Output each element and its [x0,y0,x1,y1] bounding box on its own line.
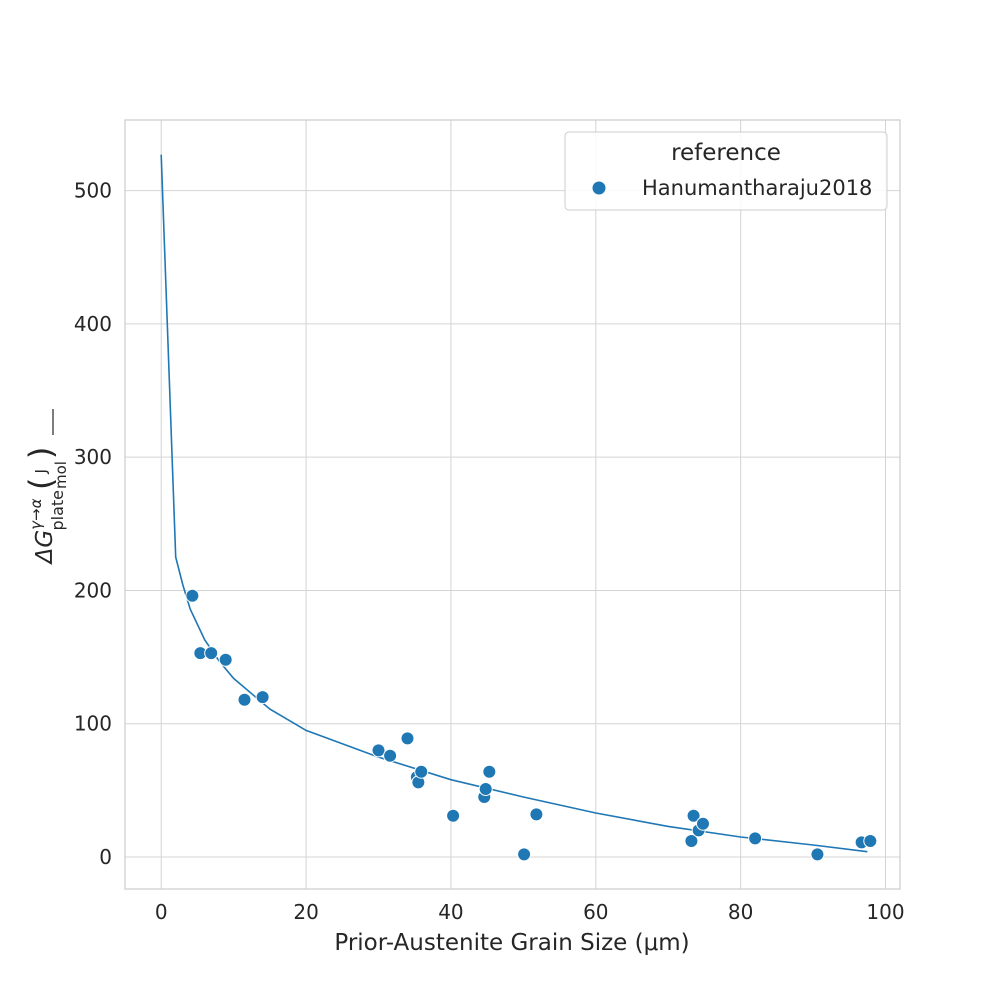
data-point [686,808,701,823]
legend-marker-hanumantharaju2018 [591,180,607,196]
legend-title: reference [671,140,781,166]
data-point [218,652,233,667]
data-point [204,646,219,661]
x-tick-label: 20 [293,900,318,924]
data-point [748,831,763,846]
y-tick-label: 0 [99,845,112,869]
data-point [684,834,699,849]
data-point [446,808,461,823]
y-axis-title-subscript: plate [48,490,67,531]
x-axis-title: Prior-Austenite Grain Size (μm) [334,930,689,956]
x-tick-label: 80 [728,900,753,924]
data-point [529,807,544,822]
data-point [371,743,386,758]
x-tick-label: 100 [866,900,904,924]
y-tick-label: 500 [74,179,112,203]
y-axis-title: ΔGγ→α plate(J mol) [22,409,70,565]
data-point [185,588,200,603]
data-point [255,690,270,705]
data-point [482,764,497,779]
y-tick-label: 400 [74,312,112,336]
data-point [517,847,532,862]
y-tick-label: 300 [74,445,112,469]
x-tick-label: 0 [155,900,168,924]
plot-frame [124,119,901,890]
legend: reference Hanumantharaju2018 [564,131,888,211]
data-point [414,764,429,779]
legend-box [564,131,888,211]
y-axis-title-unit-denominator: mol [52,461,70,489]
y-axis-title-superscript: γ→α [27,498,45,529]
x-tick-label: 40 [438,900,463,924]
y-axis-title-symbol: ΔG [32,530,58,566]
legend-entry-hanumantharaju2018: Hanumantharaju2018 [642,176,872,200]
y-axis-title-unit-numerator: J [32,469,50,474]
data-point [383,748,398,763]
y-tick-label: 200 [74,578,112,602]
data-point [400,731,415,746]
data-point [695,816,710,831]
tick-labels: 0 20 40 60 80 100 0 100 200 300 400 500 [74,179,905,924]
data-point [810,847,825,862]
scatter-points [185,588,878,862]
y-tick-label: 100 [74,712,112,736]
data-point [863,834,878,849]
data-point [237,692,252,707]
grid-lines [125,120,900,889]
data-point [478,782,493,797]
x-tick-label: 60 [583,900,608,924]
